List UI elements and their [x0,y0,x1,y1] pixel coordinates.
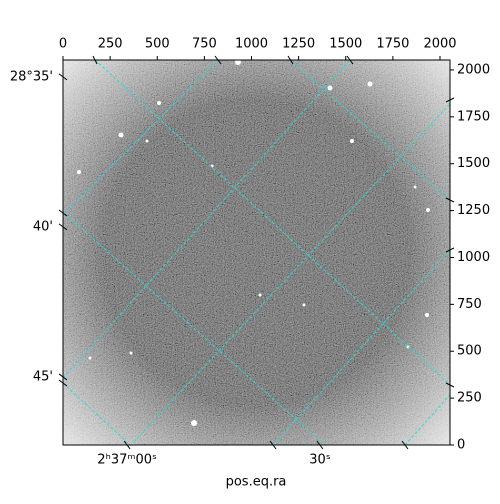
x-tick-label: 1000 [235,37,268,52]
stars [77,60,430,426]
y-tick-label: 1750 [457,109,490,124]
ra-tick [123,440,131,450]
frame [62,59,451,446]
x-tick-label: 750 [192,37,217,52]
y-tick-label: 750 [457,297,482,312]
y-tick-label: 0 [457,438,465,453]
dec-tick [58,223,68,231]
y-tick-label: 250 [457,391,482,406]
dec-tick-label: 28°35' [10,69,53,84]
ra-tick-label: 30ˢ [309,453,331,468]
x-tick-label: 2000 [423,37,456,52]
x-tick-label: 0 [59,37,67,52]
dec-tick-label: 45' [33,369,53,384]
x-tick-label: 250 [98,37,123,52]
wcs-border-ticks [58,55,455,450]
dec-tick [58,73,68,81]
dec-tick [58,373,68,381]
x-tick-label: 1750 [376,37,409,52]
ra-tick-label: 2ʰ37ᵐ00ˢ [97,453,157,468]
y-tick-label: 1000 [457,250,490,265]
x-tick-label: 1500 [329,37,362,52]
x-axis-label: pos.eq.ra [226,475,287,490]
x-tick-label: 500 [145,37,170,52]
dec-tick-label: 40' [33,219,53,234]
coordinate-grid [63,60,450,445]
y-tick-label: 1250 [457,203,490,218]
y-tick-label: 1500 [457,156,490,171]
x-tick-label: 1250 [282,37,315,52]
image [63,60,450,445]
y-tick-label: 500 [457,344,482,359]
y-tick-label: 2000 [457,62,490,77]
ra-tick [316,440,324,450]
